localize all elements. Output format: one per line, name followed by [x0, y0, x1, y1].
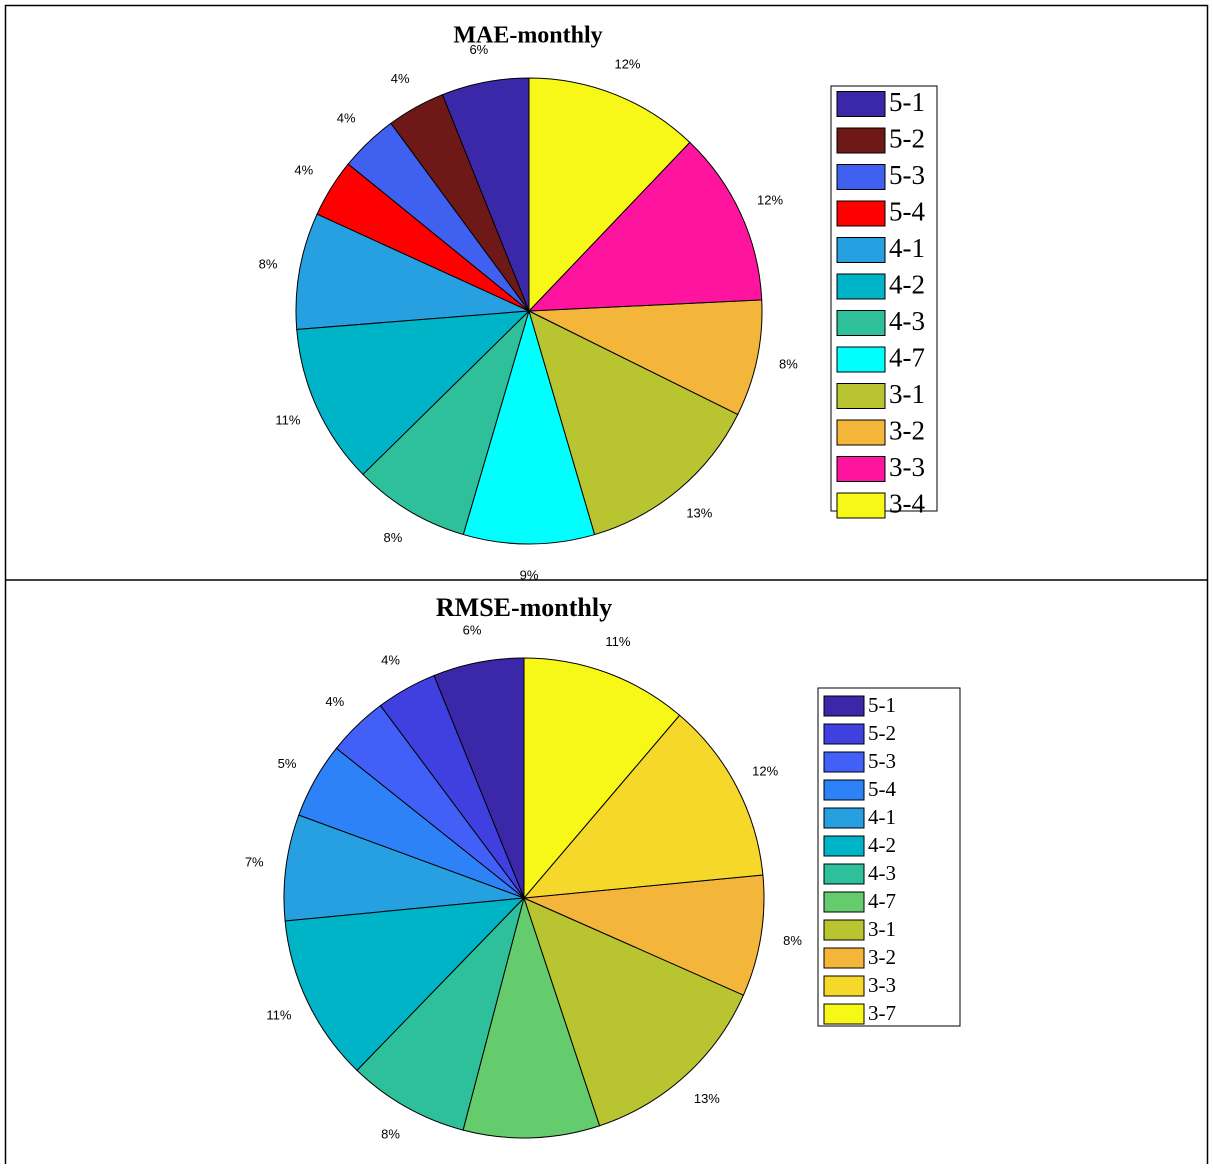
legend-swatch: [823, 751, 865, 773]
legend-label: 5-4: [889, 197, 925, 227]
legend-label: 3-2: [889, 416, 925, 446]
legend-swatch: [836, 310, 886, 336]
slice-label: 13%: [686, 505, 712, 520]
legend-swatch: [836, 492, 886, 519]
slice-label: 8%: [783, 933, 802, 948]
slice-label: 4%: [337, 111, 356, 126]
legend-label: 3-4: [889, 489, 925, 519]
legend-swatch: [823, 975, 865, 997]
slice-label: 6%: [463, 622, 482, 637]
slice-label: 12%: [752, 764, 778, 779]
chart-title: RMSE-monthly: [436, 593, 612, 622]
pie-slice: [295, 213, 531, 331]
legend-label: 4-7: [868, 889, 896, 913]
legend-swatch: [823, 835, 865, 857]
pie-slice: [462, 309, 596, 545]
pie-slice: [284, 897, 526, 1072]
pie-slice: [462, 896, 601, 1139]
legend-swatch: [823, 807, 865, 829]
slice-label: 8%: [383, 530, 402, 545]
slice-label: 13%: [694, 1091, 720, 1106]
legend-label: 3-7: [868, 1001, 896, 1025]
pie-slice: [523, 897, 745, 1127]
legend-label: 4-7: [889, 343, 925, 373]
legend-label: 4-1: [868, 805, 896, 829]
legend-label: 4-3: [868, 861, 896, 885]
legend-swatch: [836, 383, 886, 409]
legend-swatch: [823, 919, 865, 941]
legend-label: 5-2: [889, 124, 925, 154]
slice-label: 11%: [605, 634, 630, 649]
slice-label: 5%: [278, 756, 297, 771]
legend-label: 5-2: [868, 721, 896, 745]
legend-swatch: [836, 419, 886, 446]
legend-swatch: [836, 200, 886, 227]
slice-label: 11%: [266, 1007, 291, 1022]
slice-label: 12%: [757, 192, 783, 207]
legend-swatch: [823, 891, 865, 913]
pie-slice: [523, 657, 681, 900]
slice-label: 4%: [294, 163, 313, 178]
slice-label: 4%: [391, 71, 410, 86]
pie-slice: [356, 896, 525, 1131]
pie-slice: [527, 299, 763, 416]
legend-label: 4-1: [889, 233, 925, 263]
pie-slice: [362, 309, 531, 536]
legend-swatch: [836, 164, 886, 190]
legend-swatch: [823, 695, 865, 717]
legend-swatch: [823, 1003, 865, 1025]
slice-label: 6%: [469, 42, 488, 57]
legend-swatch: [836, 273, 886, 300]
pie-slice: [283, 814, 525, 922]
slice-label: 7%: [245, 855, 264, 870]
slice-label: 4%: [325, 694, 344, 709]
pie-slice: [528, 310, 739, 536]
legend-label: 5-4: [868, 777, 896, 801]
legend-label: 3-3: [868, 973, 896, 997]
slice-label: 8%: [779, 357, 798, 372]
pie-slice: [296, 310, 531, 476]
slice-label: 9%: [520, 567, 539, 582]
legend-swatch: [823, 863, 865, 885]
legend-label: 5-1: [889, 87, 925, 117]
slice-label: 8%: [381, 1126, 400, 1141]
legend-swatch: [823, 723, 865, 745]
pie-slice: [522, 714, 764, 899]
legend-label: 4-2: [889, 270, 925, 300]
legend-swatch: [836, 127, 886, 154]
legend-label: 5-3: [889, 160, 925, 190]
legend-swatch: [836, 91, 886, 117]
slice-label: 12%: [614, 56, 640, 71]
slice-label: 4%: [381, 652, 400, 667]
legend-label: 4-3: [889, 306, 925, 336]
legend-swatch: [823, 947, 865, 969]
legend-swatch: [836, 237, 886, 263]
chart-title: MAE-monthly: [453, 23, 602, 49]
legend-label: 3-1: [868, 917, 896, 941]
legend-swatch: [836, 346, 886, 373]
slice-label: 11%: [275, 413, 300, 428]
legend-label: 5-1: [868, 693, 896, 717]
legend-label: 3-1: [889, 379, 925, 409]
legend-label: 4-2: [868, 833, 896, 857]
pie-slice: [528, 77, 691, 313]
pie-slice: [527, 141, 763, 312]
legend-label: 3-2: [868, 945, 896, 969]
legend-swatch: [823, 779, 865, 801]
legend-label: 5-3: [868, 749, 896, 773]
legend-label: 3-3: [889, 452, 925, 482]
pie-slice: [522, 874, 765, 996]
slice-label: 8%: [259, 256, 278, 271]
legend-swatch: [836, 456, 886, 482]
